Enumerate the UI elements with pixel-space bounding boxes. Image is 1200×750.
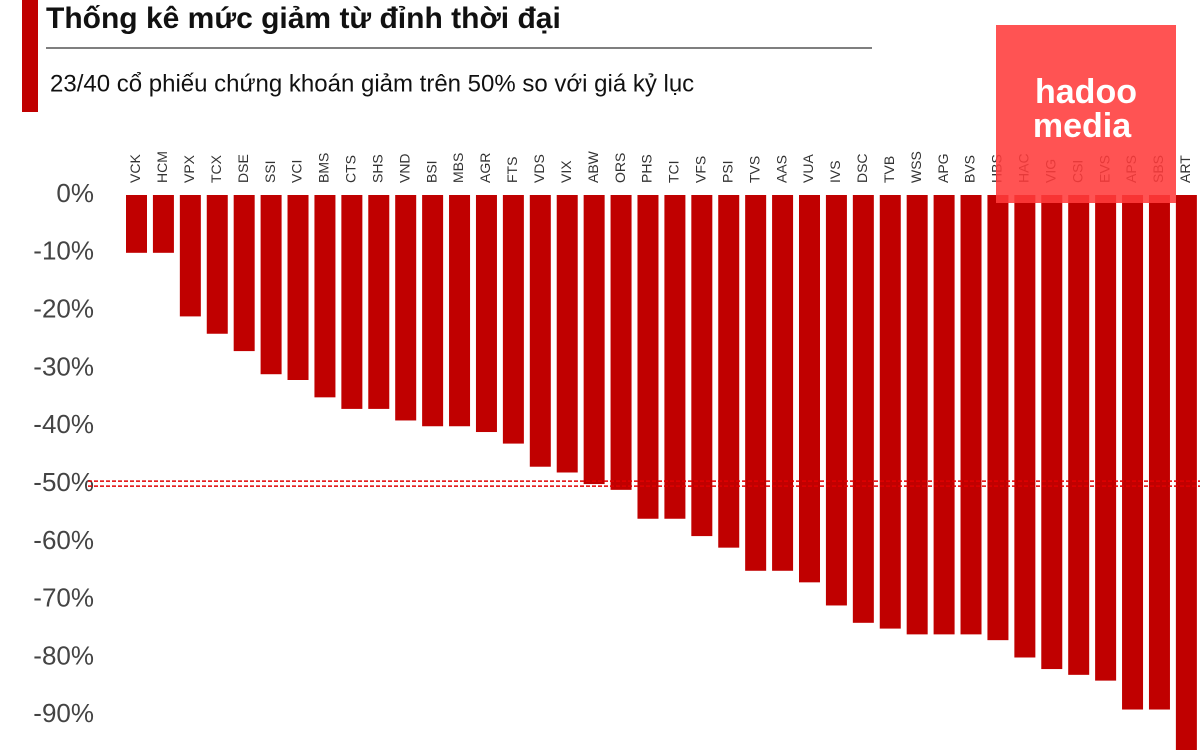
x-tick-label: SSI <box>262 160 278 183</box>
bar <box>341 195 363 409</box>
x-tick-label: TCI <box>666 160 682 183</box>
bar <box>502 195 524 444</box>
bar <box>1014 195 1036 658</box>
bar <box>179 195 201 317</box>
bar <box>152 195 174 253</box>
x-tick-label: ART <box>1177 155 1193 183</box>
bar <box>772 195 794 571</box>
bar <box>422 195 444 427</box>
y-tick-label: -60% <box>33 525 94 555</box>
bar <box>287 195 309 380</box>
x-tick-label: MBS <box>450 153 466 183</box>
x-tick-label: PSI <box>719 160 735 183</box>
bar <box>852 195 874 623</box>
x-tick-label: DSC <box>854 153 870 183</box>
logo-text: hadoo <box>1035 73 1137 111</box>
x-tick-label: VFS <box>693 156 709 183</box>
y-tick-label: -40% <box>33 409 94 439</box>
x-tick-label: BVS <box>962 155 978 183</box>
logo-text: media <box>1033 107 1132 145</box>
x-tick-label: SHS <box>369 154 385 183</box>
x-tick-label: ABW <box>585 150 601 183</box>
y-tick-label: -30% <box>33 351 94 381</box>
y-tick-label: -90% <box>33 698 94 728</box>
bar <box>260 195 282 375</box>
bar <box>1175 195 1197 750</box>
bar <box>745 195 767 571</box>
x-tick-label: TVB <box>881 156 897 183</box>
x-tick-label: APG <box>935 153 951 183</box>
x-tick-label: ORS <box>612 153 628 183</box>
x-tick-label: AGR <box>477 153 493 183</box>
logo: hadoo media <box>996 25 1176 203</box>
x-tick-label: IVS <box>827 160 843 183</box>
x-tick-label: BSI <box>423 160 439 183</box>
x-tick-label: CTS <box>343 155 359 183</box>
x-tick-label: HCM <box>154 151 170 183</box>
bar <box>610 195 632 490</box>
bar <box>233 195 255 352</box>
x-tick-label: PHS <box>639 154 655 183</box>
bar <box>960 195 982 635</box>
bar <box>825 195 847 606</box>
bar <box>1095 195 1117 681</box>
logo-box <box>996 25 1176 203</box>
bar <box>1122 195 1144 710</box>
bar <box>368 195 390 409</box>
y-tick-label: 0% <box>56 178 94 208</box>
x-tick-label: DSE <box>235 154 251 183</box>
y-tick-label: -20% <box>33 294 94 324</box>
bar <box>664 195 686 519</box>
bar <box>691 195 713 537</box>
bar <box>637 195 659 519</box>
bar <box>206 195 228 334</box>
x-tick-label: BMS <box>316 153 332 183</box>
bar <box>1068 195 1090 675</box>
bar <box>906 195 928 635</box>
y-tick-label: -80% <box>33 640 94 670</box>
x-tick-label: VIX <box>558 160 574 183</box>
x-tick-label: FTS <box>504 157 520 183</box>
bar <box>449 195 471 427</box>
chart-title: Thống kê mức giảm từ đỉnh thời đại <box>46 2 561 35</box>
y-tick-label: -50% <box>33 467 94 497</box>
y-tick-label: -10% <box>33 236 94 266</box>
x-tick-label: VDS <box>531 154 547 183</box>
bar <box>314 195 336 398</box>
x-tick-label: VPX <box>181 154 197 183</box>
x-tick-label: TVS <box>746 156 762 183</box>
chart-subtitle: 23/40 cổ phiếu chứng khoán giảm trên 50%… <box>50 70 694 97</box>
bar <box>126 195 147 253</box>
x-tick-label: VUA <box>800 154 816 183</box>
x-tick-label: VCI <box>289 160 305 183</box>
bar <box>879 195 901 629</box>
x-tick-label: AAS <box>773 155 789 183</box>
bar <box>799 195 820 583</box>
x-tick-label: WSS <box>908 151 924 183</box>
bar <box>1148 195 1170 710</box>
bar <box>583 195 605 485</box>
y-tick-label: -70% <box>33 583 94 613</box>
x-tick-label: VCK <box>127 154 143 183</box>
bar <box>1041 195 1063 670</box>
bar <box>933 195 955 635</box>
bar <box>395 195 417 421</box>
accent-bar <box>22 0 38 112</box>
x-tick-label: VND <box>396 153 412 183</box>
x-tick-label: TCX <box>208 154 224 183</box>
plot: 0% -10% -20% -30% -40% -50% -60% -70% -80% -90% VC… <box>33 150 1200 750</box>
bar <box>556 195 578 473</box>
bar <box>987 195 1009 641</box>
bar <box>475 195 497 433</box>
bar <box>529 195 551 467</box>
bar <box>718 195 740 548</box>
